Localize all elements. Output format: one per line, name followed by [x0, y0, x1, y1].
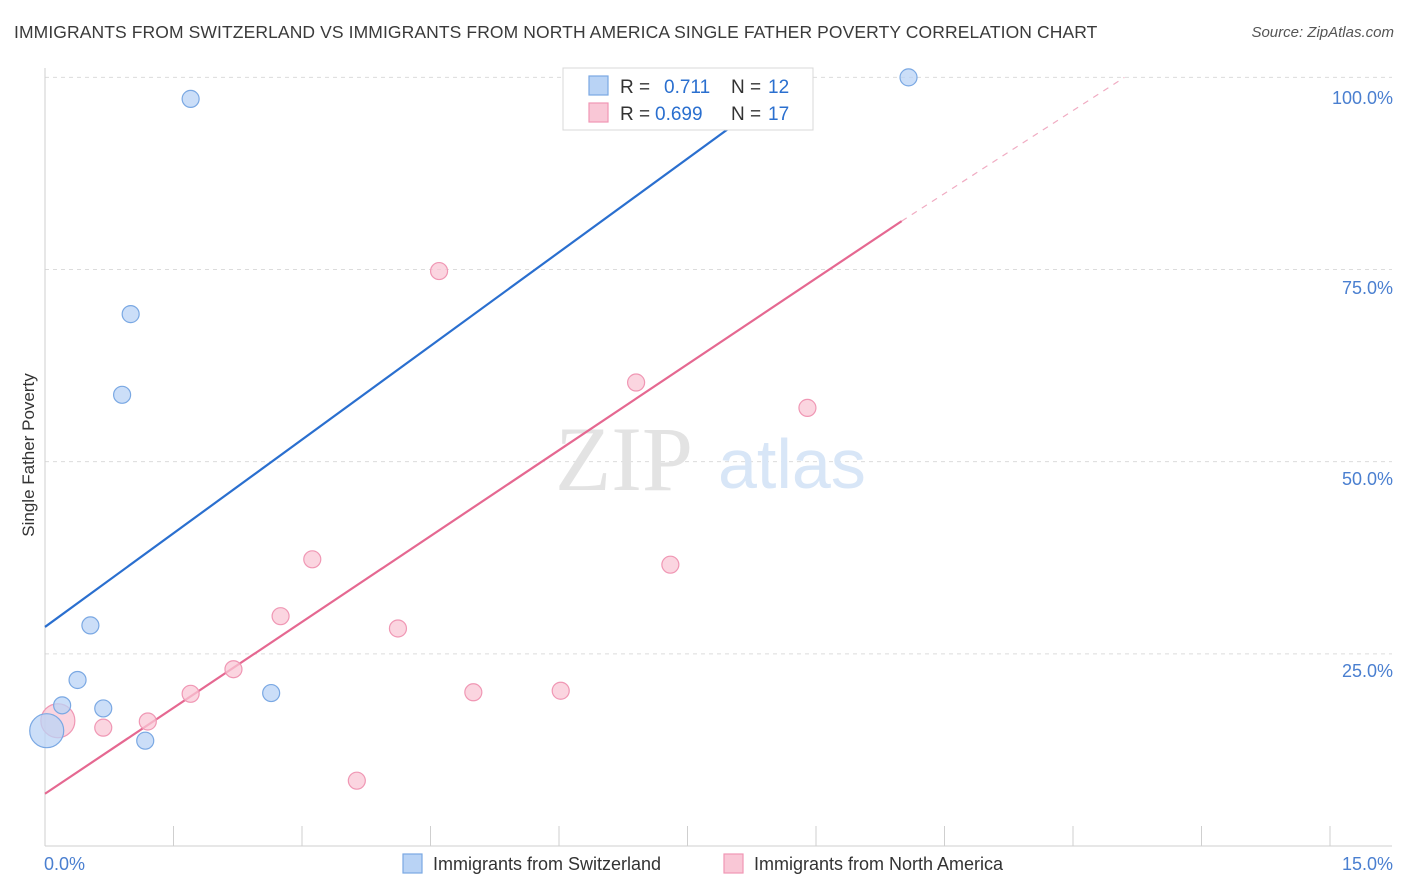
stats-legend: R = 0.711 N = 12 R = 0.699 N = 17: [562, 67, 814, 131]
point-north-america-8: [388, 619, 408, 638]
axes: [44, 68, 1392, 847]
legend-r-label-blue: R =: [620, 77, 650, 98]
legend-n-label-pink: N =: [731, 104, 761, 125]
watermark-zip: ZIP: [555, 408, 693, 510]
series-legend-label-switzerland: Immigrants from Switzerland: [433, 854, 661, 874]
trend-line-north-america-extension: [901, 76, 1125, 222]
series-legend: Immigrants from Switzerland Immigrants f…: [402, 853, 1004, 874]
legend-swatch-blue: [588, 75, 609, 96]
x-tick-label-max: 15.0%: [1342, 854, 1393, 874]
point-north-america-3: [181, 684, 200, 703]
x-tick-label-min: 0.0%: [44, 854, 85, 874]
legend-r-value-pink: 0.699: [655, 104, 703, 125]
point-north-america-5: [271, 607, 290, 626]
series-legend-swatch-north-america: [723, 853, 744, 874]
legend-swatch-pink: [588, 102, 609, 123]
legend-r-label-pink: R =: [620, 104, 650, 125]
y-tick-label-50: 50.0%: [1342, 469, 1393, 489]
point-switzerland-1: [53, 696, 72, 715]
point-north-america-6: [303, 550, 322, 569]
point-switzerland-9: [262, 683, 281, 703]
point-switzerland-11: [899, 68, 918, 87]
y-tick-label-75: 75.0%: [1342, 278, 1393, 298]
point-north-america-12: [626, 373, 646, 392]
y-tick-label-25: 25.0%: [1342, 661, 1393, 681]
point-north-america-2: [138, 712, 157, 731]
watermark-atlas: atlas: [718, 425, 866, 503]
point-north-america-14: [661, 555, 680, 574]
point-switzerland-8: [181, 89, 200, 108]
point-switzerland-6: [121, 305, 140, 324]
point-switzerland-2: [68, 670, 87, 690]
grid-lines: [45, 76, 1392, 655]
y-axis-label: Single Father Poverty: [19, 373, 38, 537]
trend-line-north-america: [44, 220, 903, 795]
source-label: Source: ZipAtlas.com: [1251, 24, 1394, 41]
point-north-america-4: [224, 660, 243, 679]
legend-n-label-blue: N =: [731, 77, 761, 98]
legend-n-value-pink: 17: [768, 104, 789, 125]
series-legend-label-north-america: Immigrants from North America: [754, 854, 1004, 874]
point-north-america-7: [347, 771, 366, 790]
point-switzerland-0: [29, 713, 65, 749]
point-north-america-11: [551, 681, 570, 700]
point-north-america-16: [798, 398, 817, 417]
point-switzerland-7: [136, 731, 155, 750]
point-north-america-10: [464, 683, 483, 702]
series-legend-swatch-switzerland: [402, 853, 423, 874]
point-switzerland-5: [112, 385, 132, 404]
trend-line-switzerland: [44, 76, 800, 628]
point-north-america-9: [429, 261, 449, 281]
y-tick-label-100: 100.0%: [1332, 88, 1393, 108]
point-north-america-1: [94, 718, 113, 737]
chart-title: IMMIGRANTS FROM SWITZERLAND VS IMMIGRANT…: [14, 22, 1098, 42]
point-switzerland-3: [81, 616, 100, 635]
point-switzerland-4: [94, 699, 113, 718]
legend-r-value-blue: 0.711: [664, 77, 710, 98]
legend-n-value-blue: 12: [768, 77, 789, 98]
